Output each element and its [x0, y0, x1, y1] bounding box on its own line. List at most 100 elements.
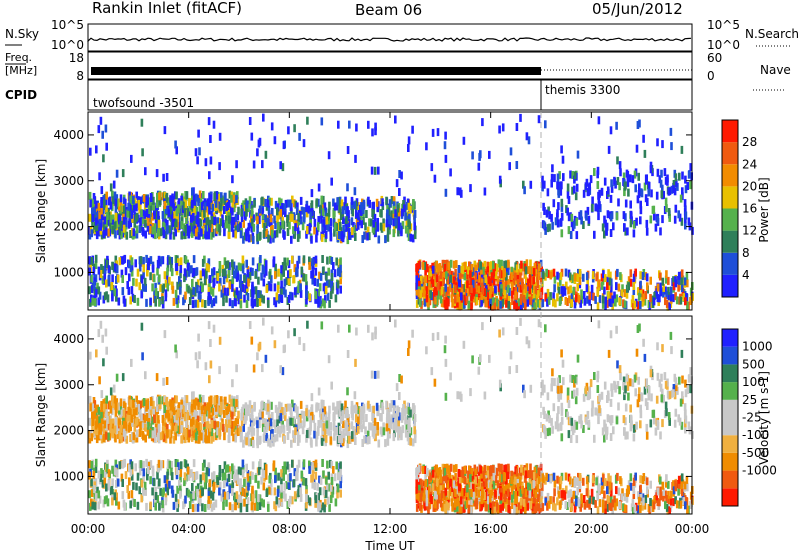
power-cell: [498, 125, 501, 134]
velocity-cell: [120, 429, 123, 438]
power-cell: [607, 145, 611, 154]
power-cell: [400, 171, 403, 180]
power-cell: [446, 259, 449, 268]
power-cell: [578, 277, 582, 285]
power-cell: [656, 138, 659, 147]
velocity-cell: [220, 401, 223, 410]
power-cell: [277, 295, 281, 304]
power-cell: [317, 299, 320, 308]
velocity-cell: [140, 427, 143, 436]
power-cell: [661, 215, 664, 224]
power-cell: [345, 223, 348, 232]
velocity-cell: [132, 432, 136, 441]
power-cell: [370, 218, 373, 227]
power-cell: [435, 287, 438, 296]
velocity-cell: [212, 483, 215, 492]
power-cell: [422, 276, 426, 285]
velocity-cell: [257, 466, 261, 475]
velocity-cell: [159, 487, 162, 496]
power-cell: [251, 267, 254, 276]
power-cell: [677, 283, 680, 292]
power-cell: [672, 282, 676, 291]
velocity-cell: [312, 460, 316, 469]
power-cell: [219, 277, 222, 286]
power-cell: [608, 298, 611, 307]
power-cell: [111, 225, 114, 234]
power-cell: [313, 218, 317, 227]
velocity-cell: [102, 434, 106, 443]
power-cell: [538, 284, 541, 293]
power-cell: [565, 205, 568, 214]
velocity-cell: [113, 467, 117, 476]
velocity-cell: [93, 425, 97, 434]
velocity-cell: [105, 409, 108, 418]
power-cell: [390, 210, 393, 219]
velocity-cell: [91, 403, 95, 412]
power-cell: [111, 274, 114, 283]
power-cell: [132, 277, 135, 286]
velocity-cell: [232, 398, 235, 407]
power-cell: [275, 229, 279, 238]
power-cell: [397, 216, 400, 225]
power-cell: [533, 262, 537, 271]
power-cell: [190, 265, 193, 274]
power-cell: [406, 201, 409, 210]
power-cell: [626, 227, 629, 236]
velocity-cell: [212, 502, 216, 511]
velocity-cell: [329, 483, 333, 492]
power-cell: [309, 216, 312, 225]
power-cell: [585, 272, 589, 281]
power-cell: [486, 279, 489, 288]
power-cell: [149, 256, 153, 265]
power-cell: [674, 173, 678, 182]
power-cell: [546, 188, 550, 197]
velocity-cell: [302, 477, 305, 486]
power-cell: [325, 279, 329, 288]
power-cell: [625, 169, 629, 178]
power-cell: [556, 293, 559, 302]
velocity-cell: [192, 490, 195, 499]
power-cell: [273, 136, 277, 145]
power-cell: [537, 263, 541, 272]
velocity-cell: [216, 477, 220, 485]
power-cell: [142, 271, 145, 280]
power-cell: [478, 275, 481, 283]
power-cell: [387, 221, 391, 230]
power-cell: [684, 297, 687, 306]
power-cell: [310, 270, 313, 279]
velocity-cell: [242, 404, 245, 413]
power-cell: [440, 286, 444, 295]
velocity-cell: [309, 420, 312, 429]
power-cell: [286, 199, 290, 208]
velocity-cell: [174, 493, 178, 502]
power-cell: [629, 210, 633, 219]
power-cell: [154, 231, 157, 240]
power-cell: [611, 295, 614, 304]
power-cell: [575, 183, 579, 192]
power-cell: [196, 284, 199, 293]
power-cell: [598, 295, 602, 304]
power-cell: [230, 194, 233, 203]
power-cell: [161, 211, 165, 219]
velocity-cell: [196, 503, 200, 512]
power-cell: [669, 293, 673, 302]
power-cell: [649, 276, 652, 285]
power-cell: [586, 206, 590, 215]
velocity-cell: [120, 473, 124, 482]
power-cell: [234, 298, 237, 307]
velocity-cell: [178, 480, 181, 489]
power-cell: [175, 267, 179, 276]
power-cell: [354, 233, 357, 241]
power-cell: [267, 205, 271, 214]
velocity-cell: [158, 396, 161, 405]
velocity-cell: [370, 422, 373, 431]
power-cell: [101, 275, 105, 284]
power-cell: [105, 279, 108, 288]
velocity-cell: [322, 487, 326, 496]
power-cell: [616, 268, 619, 277]
velocity-cell: [287, 474, 290, 483]
power-cell: [163, 205, 166, 214]
power-cell: [444, 283, 447, 292]
velocity-cell: [155, 429, 158, 438]
power-cell: [241, 255, 245, 264]
